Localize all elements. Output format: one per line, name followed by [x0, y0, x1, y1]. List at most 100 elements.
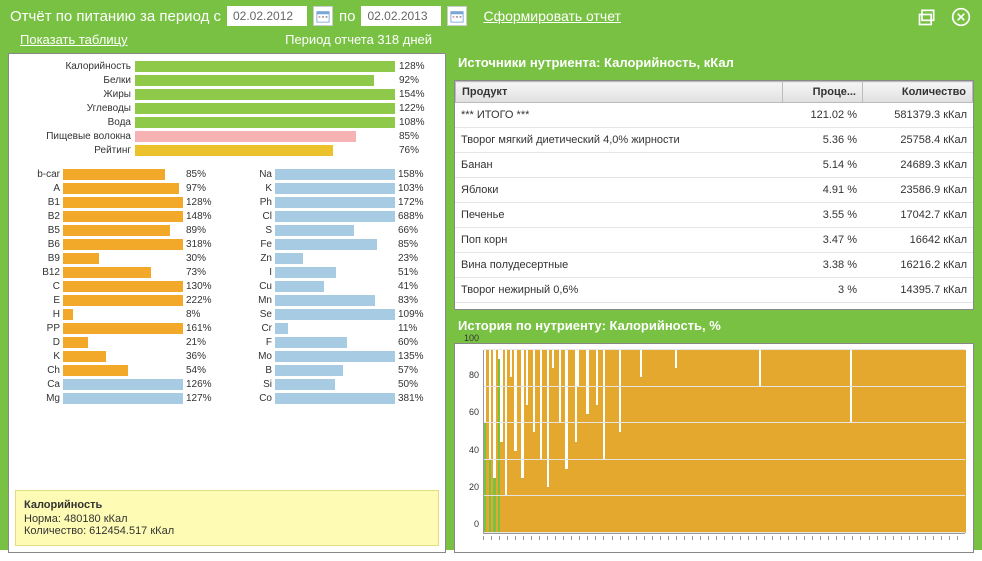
- calendar-from-button[interactable]: [313, 6, 333, 26]
- bar-fill: [63, 253, 99, 264]
- bar-track: [63, 267, 183, 278]
- bar-label: Белки: [15, 75, 135, 86]
- bar-row: b-car85%: [15, 168, 227, 181]
- summary-norm: Норма: 480180 кКал: [24, 513, 430, 525]
- bar-fill: [275, 365, 343, 376]
- bar-track: [63, 351, 183, 362]
- bar-fill: [63, 379, 183, 390]
- close-icon[interactable]: [950, 6, 972, 28]
- bar-row: Жиры154%: [15, 88, 439, 101]
- bar-row: B589%: [15, 224, 227, 237]
- col-product[interactable]: Продукт: [456, 82, 783, 103]
- table-row[interactable]: Печенье3.55 %17042.7 кКал: [455, 203, 973, 228]
- bar-row: Mn83%: [227, 294, 439, 307]
- bar-pct: 54%: [183, 365, 206, 376]
- bar-label: S: [227, 225, 275, 236]
- bar-label: I: [227, 267, 275, 278]
- sources-table: Продукт Проце... Количество *** ИТОГО **…: [454, 80, 974, 310]
- bar-label: Co: [227, 393, 275, 404]
- cell-percent: 4.91 %: [783, 178, 863, 203]
- table-row[interactable]: Поп корн3.47 %16642 кКал: [455, 228, 973, 253]
- y-tick: 60: [469, 407, 479, 417]
- bar-row: Mg127%: [15, 392, 227, 405]
- generate-report-link[interactable]: Сформировать отчет: [483, 8, 621, 24]
- calendar-to-button[interactable]: [447, 6, 467, 26]
- bar-track: [275, 239, 395, 250]
- bar-fill: [275, 393, 395, 404]
- bar-pct: 148%: [183, 211, 212, 222]
- bar-pct: 85%: [395, 131, 435, 142]
- bar-fill: [63, 365, 128, 376]
- bar-track: [63, 211, 183, 222]
- cell-percent: 3.47 %: [783, 228, 863, 253]
- summary-qty: Количество: 612454.517 кКал: [24, 525, 430, 537]
- bar-fill: [63, 393, 183, 404]
- summary-box: Калорийность Норма: 480180 кКал Количест…: [15, 490, 439, 546]
- bar-pct: 11%: [395, 323, 417, 334]
- label-to: по: [339, 8, 355, 25]
- table-row[interactable]: Творог нежирный 0,6%3 %14395.7 кКал: [455, 278, 973, 303]
- window-restore-icon[interactable]: [916, 6, 938, 28]
- bar-row: Белки 92%: [15, 74, 439, 87]
- sources-title: Источники нутриента: Калорийность, кКал: [454, 53, 974, 74]
- bar-row: B9 30%: [15, 252, 227, 265]
- bar-fill: [63, 281, 183, 292]
- cell-product: Творог нежирный 0,6%: [455, 278, 783, 303]
- bar-pct: 122%: [395, 103, 435, 114]
- bar-track: [135, 89, 395, 100]
- bar-pct: 688%: [395, 211, 424, 222]
- table-row[interactable]: Творог мягкий диетический 4,0% жирности5…: [455, 128, 973, 153]
- bar-track: [63, 365, 183, 376]
- table-row[interactable]: *** ИТОГО ***121.02 %581379.3 кКал: [455, 103, 973, 128]
- bar-track: [275, 225, 395, 236]
- col-quantity[interactable]: Количество: [863, 82, 973, 103]
- bar-label: Углеводы: [15, 103, 135, 114]
- table-row[interactable]: Яблоки4.91 %23586.9 кКал: [455, 178, 973, 203]
- bar-track: [63, 253, 183, 264]
- bar-label: B9: [15, 253, 63, 264]
- bar-fill: [135, 103, 395, 114]
- y-tick: 40: [469, 445, 479, 455]
- bar-row: Fe85%: [227, 238, 439, 251]
- nutrient-chart-panel: Калорийность128%Белки92%Жиры154%Углеводы…: [8, 53, 446, 553]
- bar-row: Cu41%: [227, 280, 439, 293]
- date-to-input[interactable]: [361, 6, 441, 26]
- bar-row: Cr11%: [227, 322, 439, 335]
- cell-percent: 3 %: [783, 278, 863, 303]
- history-title: История по нутриенту: Калорийность, %: [454, 316, 974, 337]
- bar-pct: 92%: [395, 75, 435, 86]
- table-header-row: Продукт Проце... Количество: [456, 82, 973, 103]
- cell-product: Поп корн: [455, 228, 783, 253]
- bar-label: Si: [227, 379, 275, 390]
- bar-row: Ca126%: [15, 378, 227, 391]
- bar-label: A: [15, 183, 63, 194]
- bar-row: Ph172%: [227, 196, 439, 209]
- bar-track: [275, 169, 395, 180]
- bar-pct: 85%: [395, 239, 418, 250]
- bar-track: [275, 211, 395, 222]
- bar-row: F60%: [227, 336, 439, 349]
- bar-pct: 36%: [183, 351, 206, 362]
- date-from-input[interactable]: [227, 6, 307, 26]
- bar-pct: 30%: [183, 253, 206, 264]
- bar-row: B2148%: [15, 210, 227, 223]
- bar-fill: [63, 323, 183, 334]
- bar-pct: 128%: [395, 61, 435, 72]
- bar-pct: 154%: [395, 89, 435, 100]
- bar-track: [63, 309, 183, 320]
- bar-fill: [275, 351, 395, 362]
- bar-label: B1: [15, 197, 63, 208]
- table-row[interactable]: Вина полудесертные3.38 %16216.2 кКал: [455, 253, 973, 278]
- bar-label: K: [227, 183, 275, 194]
- cell-product: Яблоки: [455, 178, 783, 203]
- main-bars: Калорийность128%Белки92%Жиры154%Углеводы…: [15, 60, 439, 158]
- bar-fill: [135, 89, 395, 100]
- bar-label: Ch: [15, 365, 63, 376]
- cell-percent: 3.38 %: [783, 253, 863, 278]
- col-percent[interactable]: Проце...: [783, 82, 863, 103]
- y-tick: 0: [474, 519, 479, 529]
- bar-pct: 108%: [395, 117, 435, 128]
- table-row[interactable]: Банан5.14 %24689.3 кКал: [455, 153, 973, 178]
- show-table-link[interactable]: Показать таблицу: [20, 32, 128, 47]
- y-tick: 20: [469, 482, 479, 492]
